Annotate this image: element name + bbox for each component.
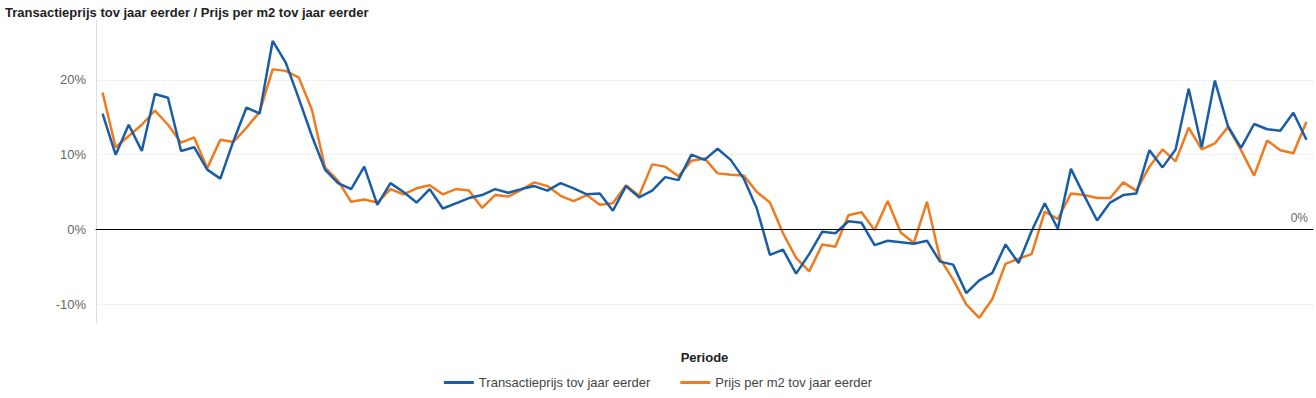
svg-text:10%: 10%: [60, 147, 86, 162]
svg-text:Periode: Periode: [681, 350, 729, 365]
svg-text:-10%: -10%: [56, 297, 87, 312]
svg-text:Transactieprijs tov jaar eerde: Transactieprijs tov jaar eerder / Prijs …: [5, 5, 368, 20]
svg-text:0%: 0%: [67, 222, 86, 237]
svg-text:Transactieprijs tov jaar eerde: Transactieprijs tov jaar eerder: [479, 375, 651, 390]
svg-text:20%: 20%: [60, 72, 86, 87]
svg-text:Prijs per m2 tov jaar eerder: Prijs per m2 tov jaar eerder: [715, 375, 872, 390]
svg-text:0%: 0%: [1291, 211, 1309, 225]
